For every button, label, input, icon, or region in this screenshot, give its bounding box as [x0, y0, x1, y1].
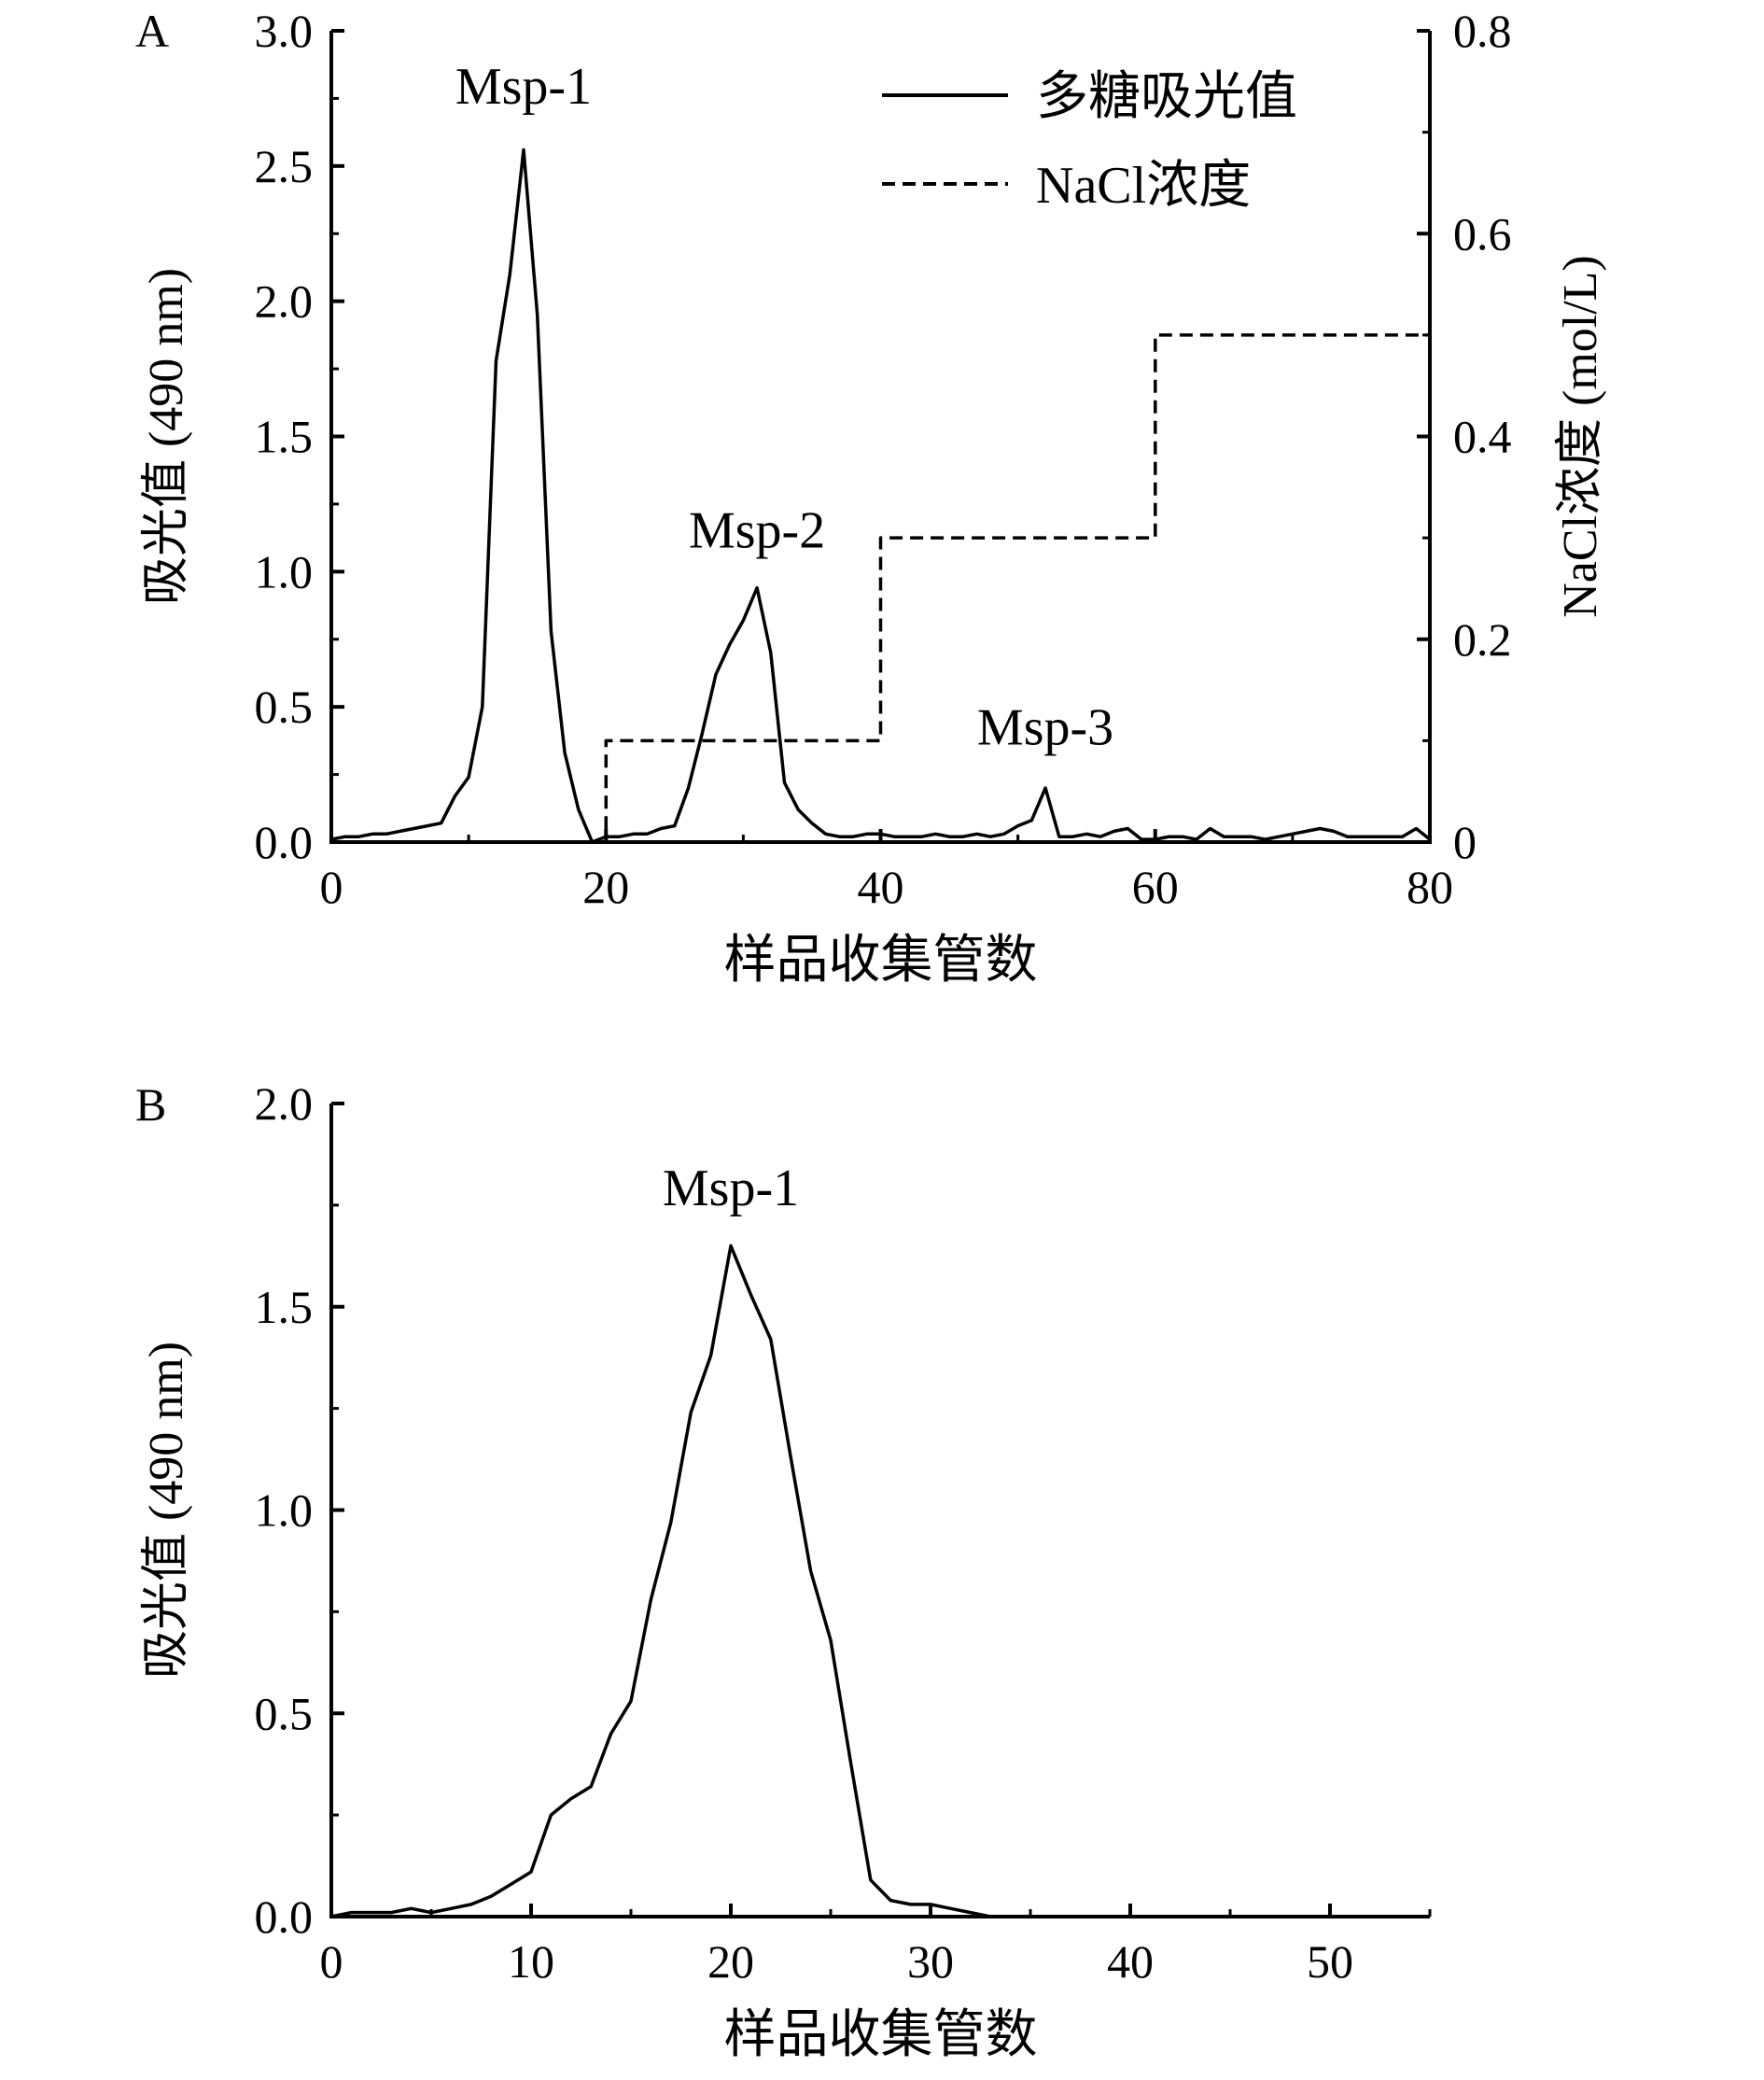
x-tick-label: 10	[508, 1935, 554, 1988]
y-tick-label: 2.5	[255, 140, 314, 192]
chart-b: 0.0 0.5 1.0 1.5 2.0 0 10 20 30 40 50 样品收集管数 吸光值 (490…	[140, 1077, 1432, 2064]
y-tick-label: 1.5	[255, 411, 314, 463]
y2-axis-label: NaCl浓度 (mol/L)	[1554, 255, 1607, 618]
x-axis-label: 样品收集管数	[724, 2006, 1038, 2064]
y-tick-label: 0.5	[255, 1687, 314, 1739]
y-tick-label: 2.0	[255, 275, 314, 328]
legend-label: 多糖吸光值	[1036, 68, 1297, 126]
y-tick-label: 0.5	[255, 681, 314, 733]
legend-label: NaCl浓度	[1036, 157, 1251, 215]
x-tick-label: 20	[707, 1935, 754, 1988]
panel-label-a: A	[135, 5, 169, 57]
y2-tick-label: 0	[1453, 816, 1477, 868]
y-tick-label: 1.0	[255, 1484, 314, 1537]
series-line-0	[330, 1244, 991, 1918]
x-tick-label: 40	[858, 861, 904, 913]
y-tick-label: 1.5	[255, 1281, 314, 1333]
peak-label: Msp-2	[689, 501, 825, 559]
y2-tick-label: 0.6	[1453, 207, 1512, 260]
x-tick-label: 50	[1307, 1935, 1353, 1988]
y-tick-label: 3.0	[255, 5, 314, 57]
x-tick-label: 0	[320, 1935, 343, 1988]
y-axis-label: 吸光值 (490 nm)	[140, 1342, 193, 1679]
x-tick-label: 60	[1132, 861, 1179, 913]
x-tick-label: 20	[582, 861, 629, 913]
panel-label-b: B	[135, 1078, 166, 1131]
peak-label: Msp-1	[455, 58, 592, 116]
x-tick-label: 0	[320, 861, 343, 913]
y-tick-label: 2.0	[255, 1077, 314, 1130]
series-line-0	[330, 148, 1432, 844]
peak-label: Msp-1	[663, 1159, 799, 1217]
x-tick-label: 30	[907, 1935, 954, 1988]
y2-tick-label: 0.8	[1453, 5, 1512, 57]
x-axis-label: 样品收集管数	[724, 932, 1038, 990]
chart-a: 0.00.51.01.52.02.53.00 20 40 60 8000.20.40.6…	[140, 5, 1607, 990]
y-tick-label: 0.0	[255, 1890, 314, 1943]
peak-label: Msp-3	[977, 699, 1113, 757]
y-tick-label: 1.0	[255, 545, 314, 597]
y2-tick-label: 0.2	[1453, 613, 1512, 666]
x-tick-label: 80	[1407, 861, 1453, 913]
x-tick-label: 40	[1107, 1935, 1154, 1988]
y-axis-label: 吸光值 (490 nm)	[140, 268, 193, 605]
y2-tick-label: 0.4	[1453, 411, 1512, 463]
y-tick-label: 0.0	[255, 816, 314, 868]
series-line-1	[331, 333, 1430, 844]
